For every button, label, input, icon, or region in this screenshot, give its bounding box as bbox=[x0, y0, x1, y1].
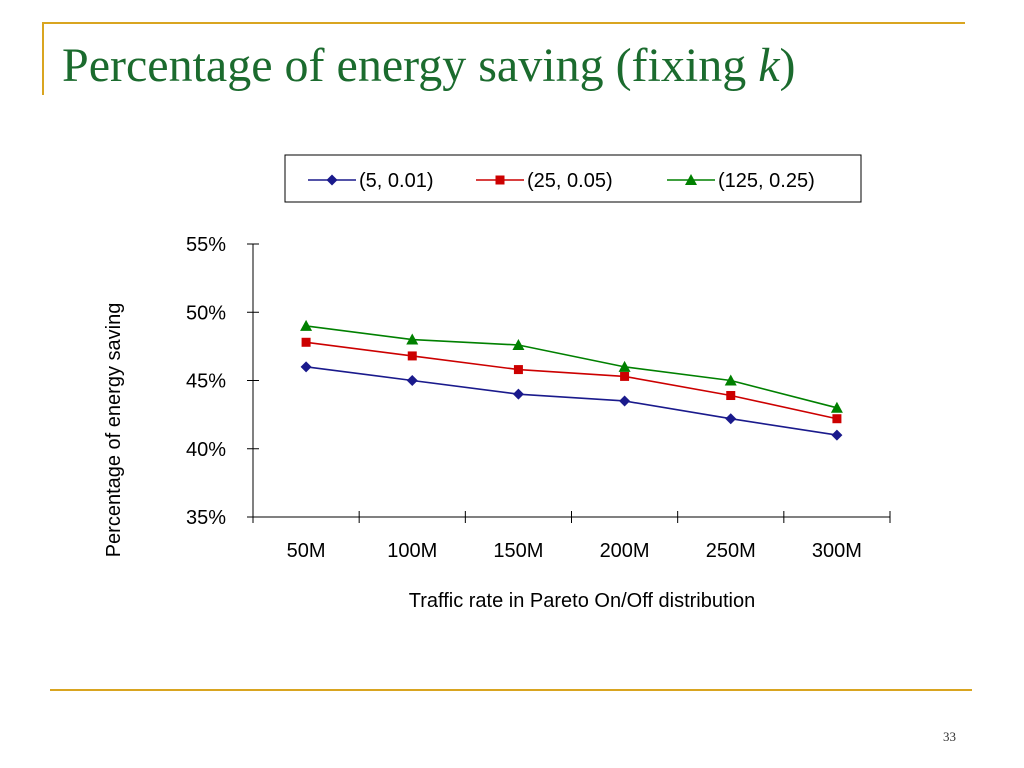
x-tick-label: 100M bbox=[387, 540, 437, 562]
slide-title: Percentage of energy saving (fixing k) bbox=[62, 38, 796, 93]
title-accent-rule-left bbox=[42, 22, 44, 95]
x-tick-label: 300M bbox=[812, 540, 862, 562]
data-point bbox=[407, 351, 417, 361]
data-point bbox=[406, 333, 419, 345]
x-tick-label: 50M bbox=[287, 540, 326, 562]
data-point bbox=[406, 375, 418, 386]
series-line bbox=[305, 366, 838, 436]
y-tick-label: 50% bbox=[186, 302, 226, 324]
data-point bbox=[726, 391, 736, 401]
data-point bbox=[300, 361, 312, 373]
x-axis-title: Traffic rate in Pareto On/Off distributi… bbox=[409, 590, 755, 612]
x-tick-label: 150M bbox=[493, 540, 543, 562]
data-point bbox=[831, 429, 843, 441]
data-point bbox=[832, 414, 842, 424]
page-number: 33 bbox=[943, 729, 956, 744]
data-point bbox=[512, 388, 524, 400]
legend-swatch-marker bbox=[685, 174, 697, 185]
data-point bbox=[300, 319, 313, 331]
data-point bbox=[620, 371, 630, 381]
data-point bbox=[724, 374, 737, 386]
y-tick-label: 45% bbox=[186, 371, 226, 393]
footer-rule bbox=[50, 689, 972, 691]
title-accent-rule-top bbox=[42, 22, 965, 24]
slide-title-italic: k bbox=[758, 39, 780, 92]
slide-title-close: ) bbox=[779, 39, 796, 92]
legend-label: (5, 0.01) bbox=[359, 170, 433, 192]
data-point bbox=[513, 365, 523, 375]
data-point bbox=[512, 339, 525, 351]
y-tick-label: 40% bbox=[186, 439, 226, 461]
legend-swatch-marker bbox=[495, 175, 505, 185]
series-line bbox=[305, 325, 838, 409]
y-axis-title: Percentage of energy saving bbox=[103, 303, 125, 558]
data-point bbox=[725, 413, 737, 425]
y-tick-label: 35% bbox=[186, 507, 226, 529]
legend-label: (125, 0.25) bbox=[718, 170, 815, 192]
series-line bbox=[305, 341, 838, 420]
legend-box bbox=[284, 154, 862, 203]
data-point bbox=[301, 337, 311, 347]
legend-label: (25, 0.05) bbox=[527, 170, 613, 192]
y-tick-label: 55% bbox=[186, 234, 226, 256]
data-point bbox=[830, 401, 843, 413]
slide-title-text: Percentage of energy saving (fixing bbox=[62, 39, 759, 92]
data-point bbox=[618, 360, 631, 372]
x-tick-label: 250M bbox=[706, 540, 756, 562]
x-tick-label: 200M bbox=[600, 540, 650, 562]
legend-swatch-marker bbox=[326, 174, 338, 186]
data-point bbox=[619, 395, 631, 407]
